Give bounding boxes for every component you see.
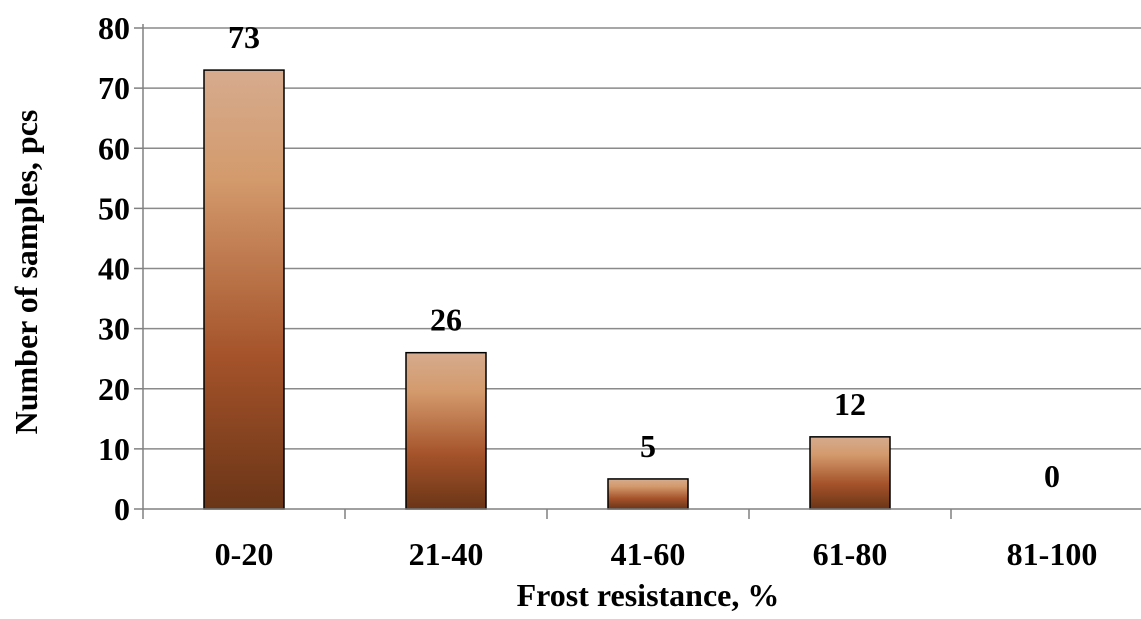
bar-0-20 — [203, 69, 285, 510]
y-tick-label: 60 — [98, 130, 130, 166]
x-tick-label-21-40: 21-40 — [409, 536, 484, 572]
y-tick-label: 30 — [98, 311, 130, 347]
y-axis-label: Number of samples, pcs — [8, 110, 44, 435]
y-tick-label: 50 — [98, 190, 130, 226]
bar-41-60 — [607, 478, 689, 510]
y-tick-label: 70 — [98, 70, 130, 106]
data-label-41-60: 5 — [640, 428, 656, 464]
data-label-81-100: 0 — [1044, 458, 1060, 494]
bars — [203, 69, 891, 510]
bar-61-80 — [809, 436, 891, 510]
x-axis-label: Frost resistance, % — [517, 577, 780, 613]
x-tick-label-0-20: 0-20 — [215, 536, 274, 572]
data-label-61-80: 12 — [834, 386, 866, 422]
y-tick-label: 10 — [98, 431, 130, 467]
y-tick-label: 20 — [98, 371, 130, 407]
y-tick-label: 0 — [114, 491, 130, 527]
y-tick-label: 40 — [98, 251, 130, 287]
axes — [134, 24, 1141, 519]
labels: 0 10 20 30 40 50 60 70 80 73 0-20 26 21-40 5 41-60 12 61… — [98, 10, 1097, 572]
y-tick-label: 80 — [98, 10, 130, 46]
x-tick-label-81-100: 81-100 — [1007, 536, 1098, 572]
data-label-0-20: 73 — [228, 19, 260, 55]
x-tick-label-41-60: 41-60 — [611, 536, 686, 572]
x-tick-label-61-80: 61-80 — [813, 536, 888, 572]
gridlines — [143, 27, 1141, 450]
data-label-21-40: 26 — [430, 302, 462, 338]
bar-21-40 — [405, 351, 487, 510]
